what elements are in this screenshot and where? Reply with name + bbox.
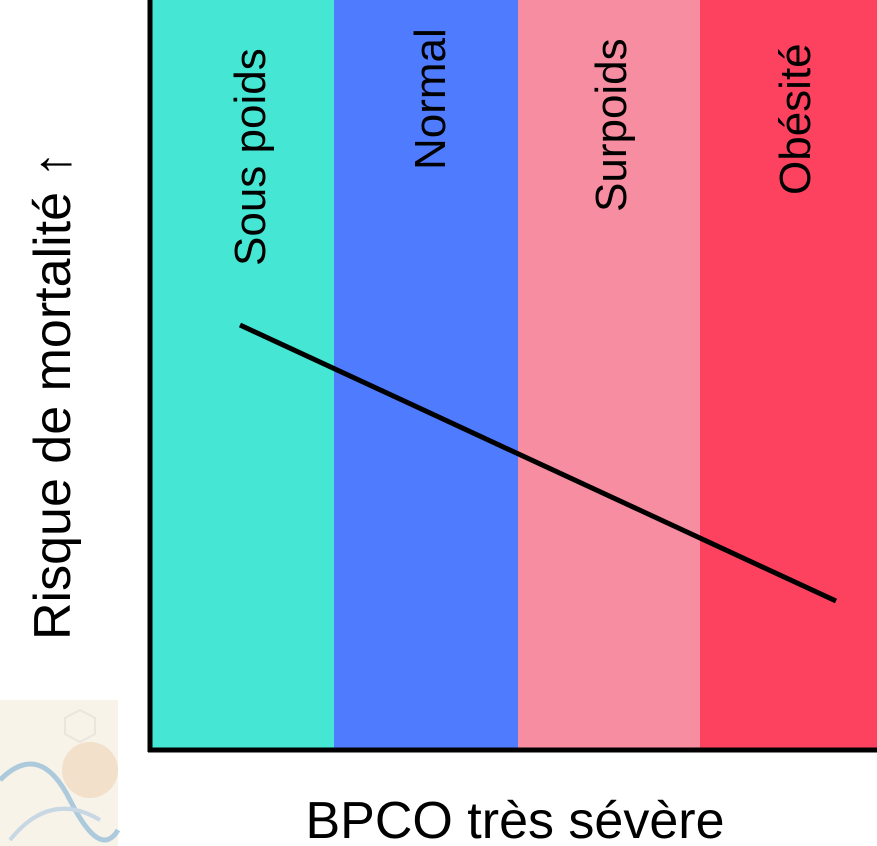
band-label: Sous poids xyxy=(226,48,275,266)
band-label: Normal xyxy=(406,28,455,170)
band-label: Obésité xyxy=(771,43,820,195)
diagram: Sous poids Normal Surpoids Obésité Risqu… xyxy=(0,0,877,846)
x-axis-label: BPCO très sévère xyxy=(305,792,724,846)
y-axis-label: Risque de mortalité ↑ xyxy=(24,152,82,640)
page: Sous poids Normal Surpoids Obésité Risqu… xyxy=(0,0,877,846)
band-label: Surpoids xyxy=(587,38,636,212)
decor-circle xyxy=(62,742,118,798)
decoration xyxy=(0,700,118,846)
